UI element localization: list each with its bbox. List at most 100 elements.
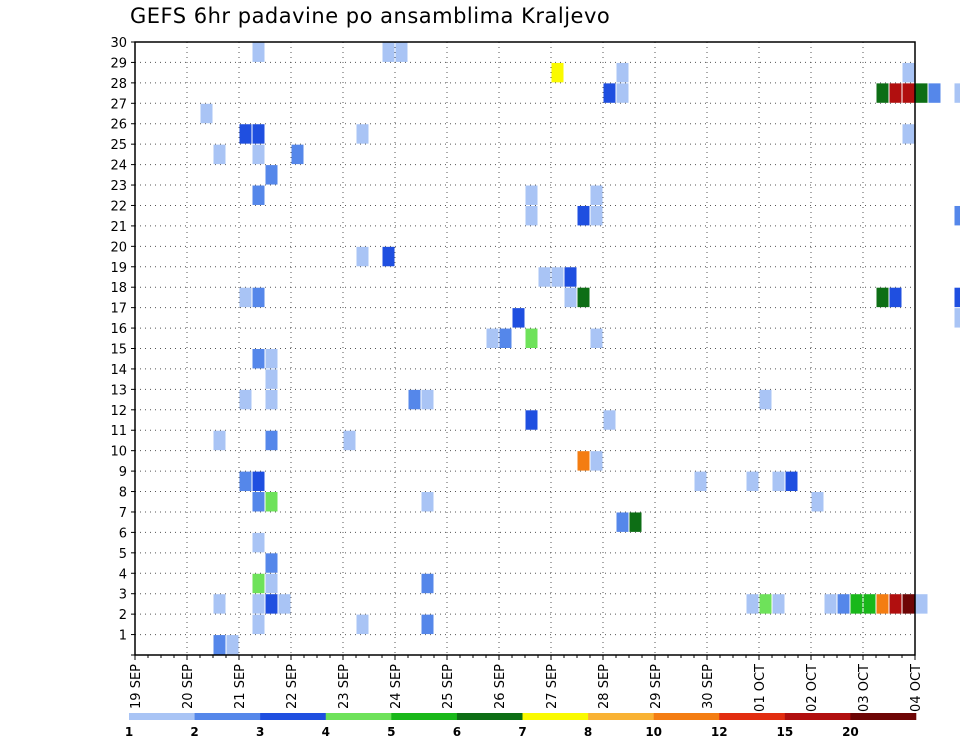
heatmap-cell [915, 83, 928, 103]
y-tick-label: 16 [110, 322, 127, 337]
heatmap-cell [889, 594, 902, 614]
heatmap-cell [759, 594, 772, 614]
legend-label: 12 [711, 725, 728, 739]
x-tick-label: 04 OCT [909, 664, 924, 712]
heatmap-cell [603, 83, 616, 103]
y-tick-label: 25 [110, 138, 127, 153]
legend-swatch [588, 713, 654, 720]
y-tick-label: 9 [119, 465, 127, 480]
heatmap-cell [252, 349, 265, 369]
x-tick-label: 28 SEP [597, 664, 612, 709]
heatmap-cell [239, 389, 252, 410]
x-tick-label: 26 SEP [493, 664, 508, 709]
y-tick-label: 6 [119, 526, 127, 541]
y-tick-label: 22 [110, 199, 127, 214]
heatmap-cell [746, 471, 759, 492]
heatmap-cell [356, 124, 369, 144]
heatmap-cell [772, 594, 785, 614]
heatmap-cell [382, 246, 395, 267]
heatmap-cell [356, 246, 369, 267]
legend-swatch [653, 713, 720, 720]
heatmap-cell [772, 471, 785, 492]
y-tick-label: 14 [110, 363, 127, 378]
heatmap-cell [824, 594, 837, 614]
heatmap-cell [551, 267, 564, 287]
legend-swatch [850, 713, 917, 720]
heatmap-cell [213, 594, 226, 614]
cells-layer [200, 42, 960, 655]
x-tick-label: 21 SEP [233, 664, 248, 709]
legend-label: 15 [776, 725, 793, 739]
legend-label: 2 [190, 725, 198, 739]
heatmap-cell [616, 83, 629, 103]
heatmap-cell [616, 512, 629, 532]
legend-label: 4 [322, 725, 330, 739]
heatmap-cell [265, 165, 278, 185]
legend-label: 5 [387, 725, 395, 739]
heatmap-cell [226, 635, 239, 655]
heatmap-cell [837, 594, 850, 614]
legend-label: 10 [645, 725, 662, 739]
y-tick-label: 4 [119, 567, 127, 582]
heatmap-cell [265, 594, 278, 614]
heatmap-cell [603, 410, 616, 430]
chart-title: GEFS 6hr padavine po ansamblima Kraljevo [130, 4, 611, 28]
y-tick-label: 23 [110, 179, 127, 194]
heatmap-cell [252, 614, 265, 635]
legend-swatch [456, 713, 523, 720]
y-tick-label: 21 [110, 220, 127, 235]
heatmap-cell [954, 83, 960, 103]
heatmap-cell [590, 185, 603, 205]
y-tick-label: 15 [110, 343, 127, 358]
heatmap-cell [291, 144, 304, 165]
y-tick-label: 27 [110, 97, 127, 112]
legend-label: 1 [125, 725, 133, 739]
heatmap-cell [395, 42, 408, 62]
legend-swatch [719, 713, 786, 720]
heatmap-cell [811, 492, 824, 512]
legend-label: 6 [453, 725, 461, 739]
heatmap-cell [954, 205, 960, 226]
x-tick-label: 25 SEP [441, 664, 456, 709]
heatmap-cell [382, 42, 395, 62]
heatmap-cell [239, 471, 252, 492]
heatmap-cell [538, 267, 551, 287]
heatmap-cell [902, 83, 915, 103]
x-tick-label: 03 OCT [857, 664, 872, 712]
heatmap-cell [421, 614, 434, 635]
y-axis: 1234567891011121314151617181920212223242… [110, 36, 135, 656]
legend: 1 2 3 4 5 6 7 8 10 12 15 20 [125, 713, 917, 739]
heatmap-cell [252, 594, 265, 614]
heatmap-cell [889, 287, 902, 308]
heatmap-cell [213, 430, 226, 451]
heatmap-cell [278, 594, 291, 614]
heatmap-cell [954, 287, 960, 308]
y-tick-label: 7 [119, 506, 127, 521]
legend-swatch [129, 713, 195, 720]
heatmap-cell [954, 308, 960, 328]
legend-swatch [784, 713, 851, 720]
y-tick-label: 19 [110, 261, 127, 276]
heatmap-cell [564, 267, 577, 287]
heatmap-cell [239, 124, 252, 144]
y-tick-label: 29 [110, 56, 127, 71]
y-tick-label: 28 [110, 77, 127, 92]
x-axis: 19 SEP 20 SEP 21 SEP 22 SEP 23 SEP 24 SEP 25 S… [129, 655, 924, 712]
heatmap-cell [265, 369, 278, 389]
heatmap-cell [577, 205, 590, 226]
heatmap-cell [499, 328, 512, 348]
heatmap-cell [902, 62, 915, 83]
heatmap-cell [525, 185, 538, 205]
x-tick-label: 20 SEP [181, 664, 196, 709]
heatmap-cell [486, 328, 499, 348]
y-tick-label: 8 [119, 486, 127, 501]
legend-swatch [194, 713, 261, 720]
heatmap-cell [577, 451, 590, 471]
y-tick-label: 13 [110, 383, 127, 398]
x-tick-label: 23 SEP [337, 664, 352, 709]
heatmap-cell [928, 83, 941, 103]
y-tick-label: 30 [110, 36, 127, 51]
heatmap-cell [265, 389, 278, 410]
y-tick-label: 20 [110, 240, 127, 255]
heatmap-cell [590, 451, 603, 471]
